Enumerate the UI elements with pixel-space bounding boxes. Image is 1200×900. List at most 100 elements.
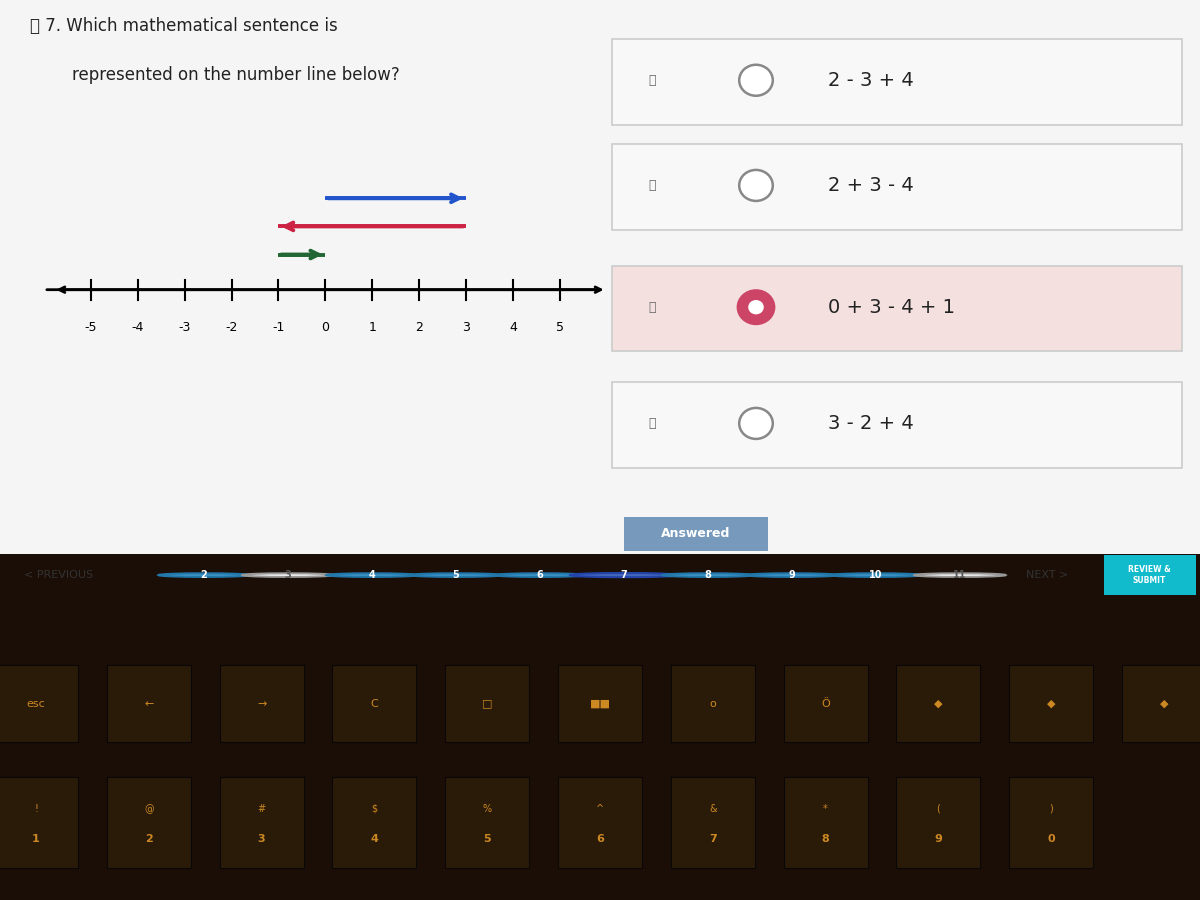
Text: &: & [709,804,716,814]
Text: 9: 9 [935,833,942,844]
Text: 8: 8 [704,570,712,580]
Text: !: ! [34,804,38,814]
Text: ◆: ◆ [934,698,943,708]
Text: REVIEW &
SUBMIT: REVIEW & SUBMIT [1128,565,1171,585]
Text: 0 + 3 - 4 + 1: 0 + 3 - 4 + 1 [828,298,955,317]
Circle shape [242,573,334,577]
Text: ^: ^ [596,804,604,814]
Text: □: □ [482,698,492,708]
Bar [896,778,980,868]
Text: 4: 4 [509,320,517,334]
Text: 0: 0 [322,320,329,334]
Text: 2 - 3 + 4: 2 - 3 + 4 [828,71,913,90]
Text: 3 - 2 + 4: 3 - 2 + 4 [828,414,913,433]
Text: 6: 6 [536,570,544,580]
Text: 2 + 3 - 4: 2 + 3 - 4 [828,176,913,195]
Bar [107,778,191,868]
Text: esc: esc [26,698,46,708]
Bar [332,778,416,868]
Text: 2: 2 [415,320,424,334]
Bar [612,144,1182,230]
Text: 🔊: 🔊 [648,74,655,86]
Bar [332,665,416,742]
Circle shape [739,65,773,95]
Text: 11: 11 [953,570,967,580]
Text: (: ( [936,804,941,814]
Text: →: → [257,698,266,708]
Text: 2: 2 [200,570,208,580]
Text: ■■: ■■ [589,698,611,708]
Text: o: o [709,698,716,708]
Text: 3: 3 [284,570,292,580]
Text: ◆: ◆ [1159,698,1169,708]
Circle shape [749,300,763,314]
Text: 4: 4 [371,833,378,844]
Text: 8: 8 [822,833,829,844]
Text: 0: 0 [1048,833,1055,844]
Text: C: C [371,698,378,708]
Text: Ö: Ö [821,698,830,708]
Circle shape [410,573,502,577]
Circle shape [746,573,838,577]
Text: ): ) [1049,804,1054,814]
Circle shape [738,291,774,324]
Bar [220,778,304,868]
Text: 🔊: 🔊 [648,301,655,314]
Text: NEXT >: NEXT > [1026,570,1068,580]
Text: 5: 5 [556,320,564,334]
Text: -1: -1 [272,320,284,334]
Text: 2: 2 [145,833,152,844]
Text: 🔊: 🔊 [648,417,655,430]
Bar [612,39,1182,124]
Bar [558,665,642,742]
Bar [1009,665,1093,742]
Bar [784,665,868,742]
Text: #: # [258,804,265,814]
Bar [445,665,529,742]
Text: ←: ← [144,698,154,708]
Bar [784,778,868,868]
Bar [0,778,78,868]
Circle shape [158,573,250,577]
Text: @: @ [144,804,154,814]
Bar [612,266,1182,352]
Bar [0,665,78,742]
Circle shape [914,573,1006,577]
Circle shape [739,408,773,439]
Bar [107,665,191,742]
Text: 10: 10 [869,570,883,580]
Text: *: * [823,804,828,814]
Circle shape [830,573,922,577]
Bar [1104,555,1196,595]
Text: 9: 9 [788,570,796,580]
Text: 5: 5 [452,570,460,580]
Bar [671,665,755,742]
Bar [896,665,980,742]
Text: ◆: ◆ [1046,698,1056,708]
Text: < PREVIOUS: < PREVIOUS [24,570,94,580]
Text: 6: 6 [596,833,604,844]
Text: 3: 3 [258,833,265,844]
Bar [445,778,529,868]
Text: represented on the number line below?: represented on the number line below? [72,67,400,85]
Text: 3: 3 [462,320,470,334]
Bar [612,382,1182,468]
Text: Answered: Answered [661,527,731,540]
Text: 1: 1 [32,833,40,844]
Circle shape [739,170,773,201]
Text: -5: -5 [85,320,97,334]
Circle shape [494,573,586,577]
Text: -4: -4 [132,320,144,334]
Bar [671,778,755,868]
Text: %: % [482,804,492,814]
Circle shape [662,573,754,577]
Text: 🔊 7. Which mathematical sentence is: 🔊 7. Which mathematical sentence is [30,16,337,34]
Bar [220,665,304,742]
Bar [1122,665,1200,742]
Text: 4: 4 [368,570,376,580]
Circle shape [570,573,678,577]
Bar [1009,778,1093,868]
Text: -3: -3 [179,320,191,334]
Text: 7: 7 [709,833,716,844]
Text: 1: 1 [368,320,376,334]
